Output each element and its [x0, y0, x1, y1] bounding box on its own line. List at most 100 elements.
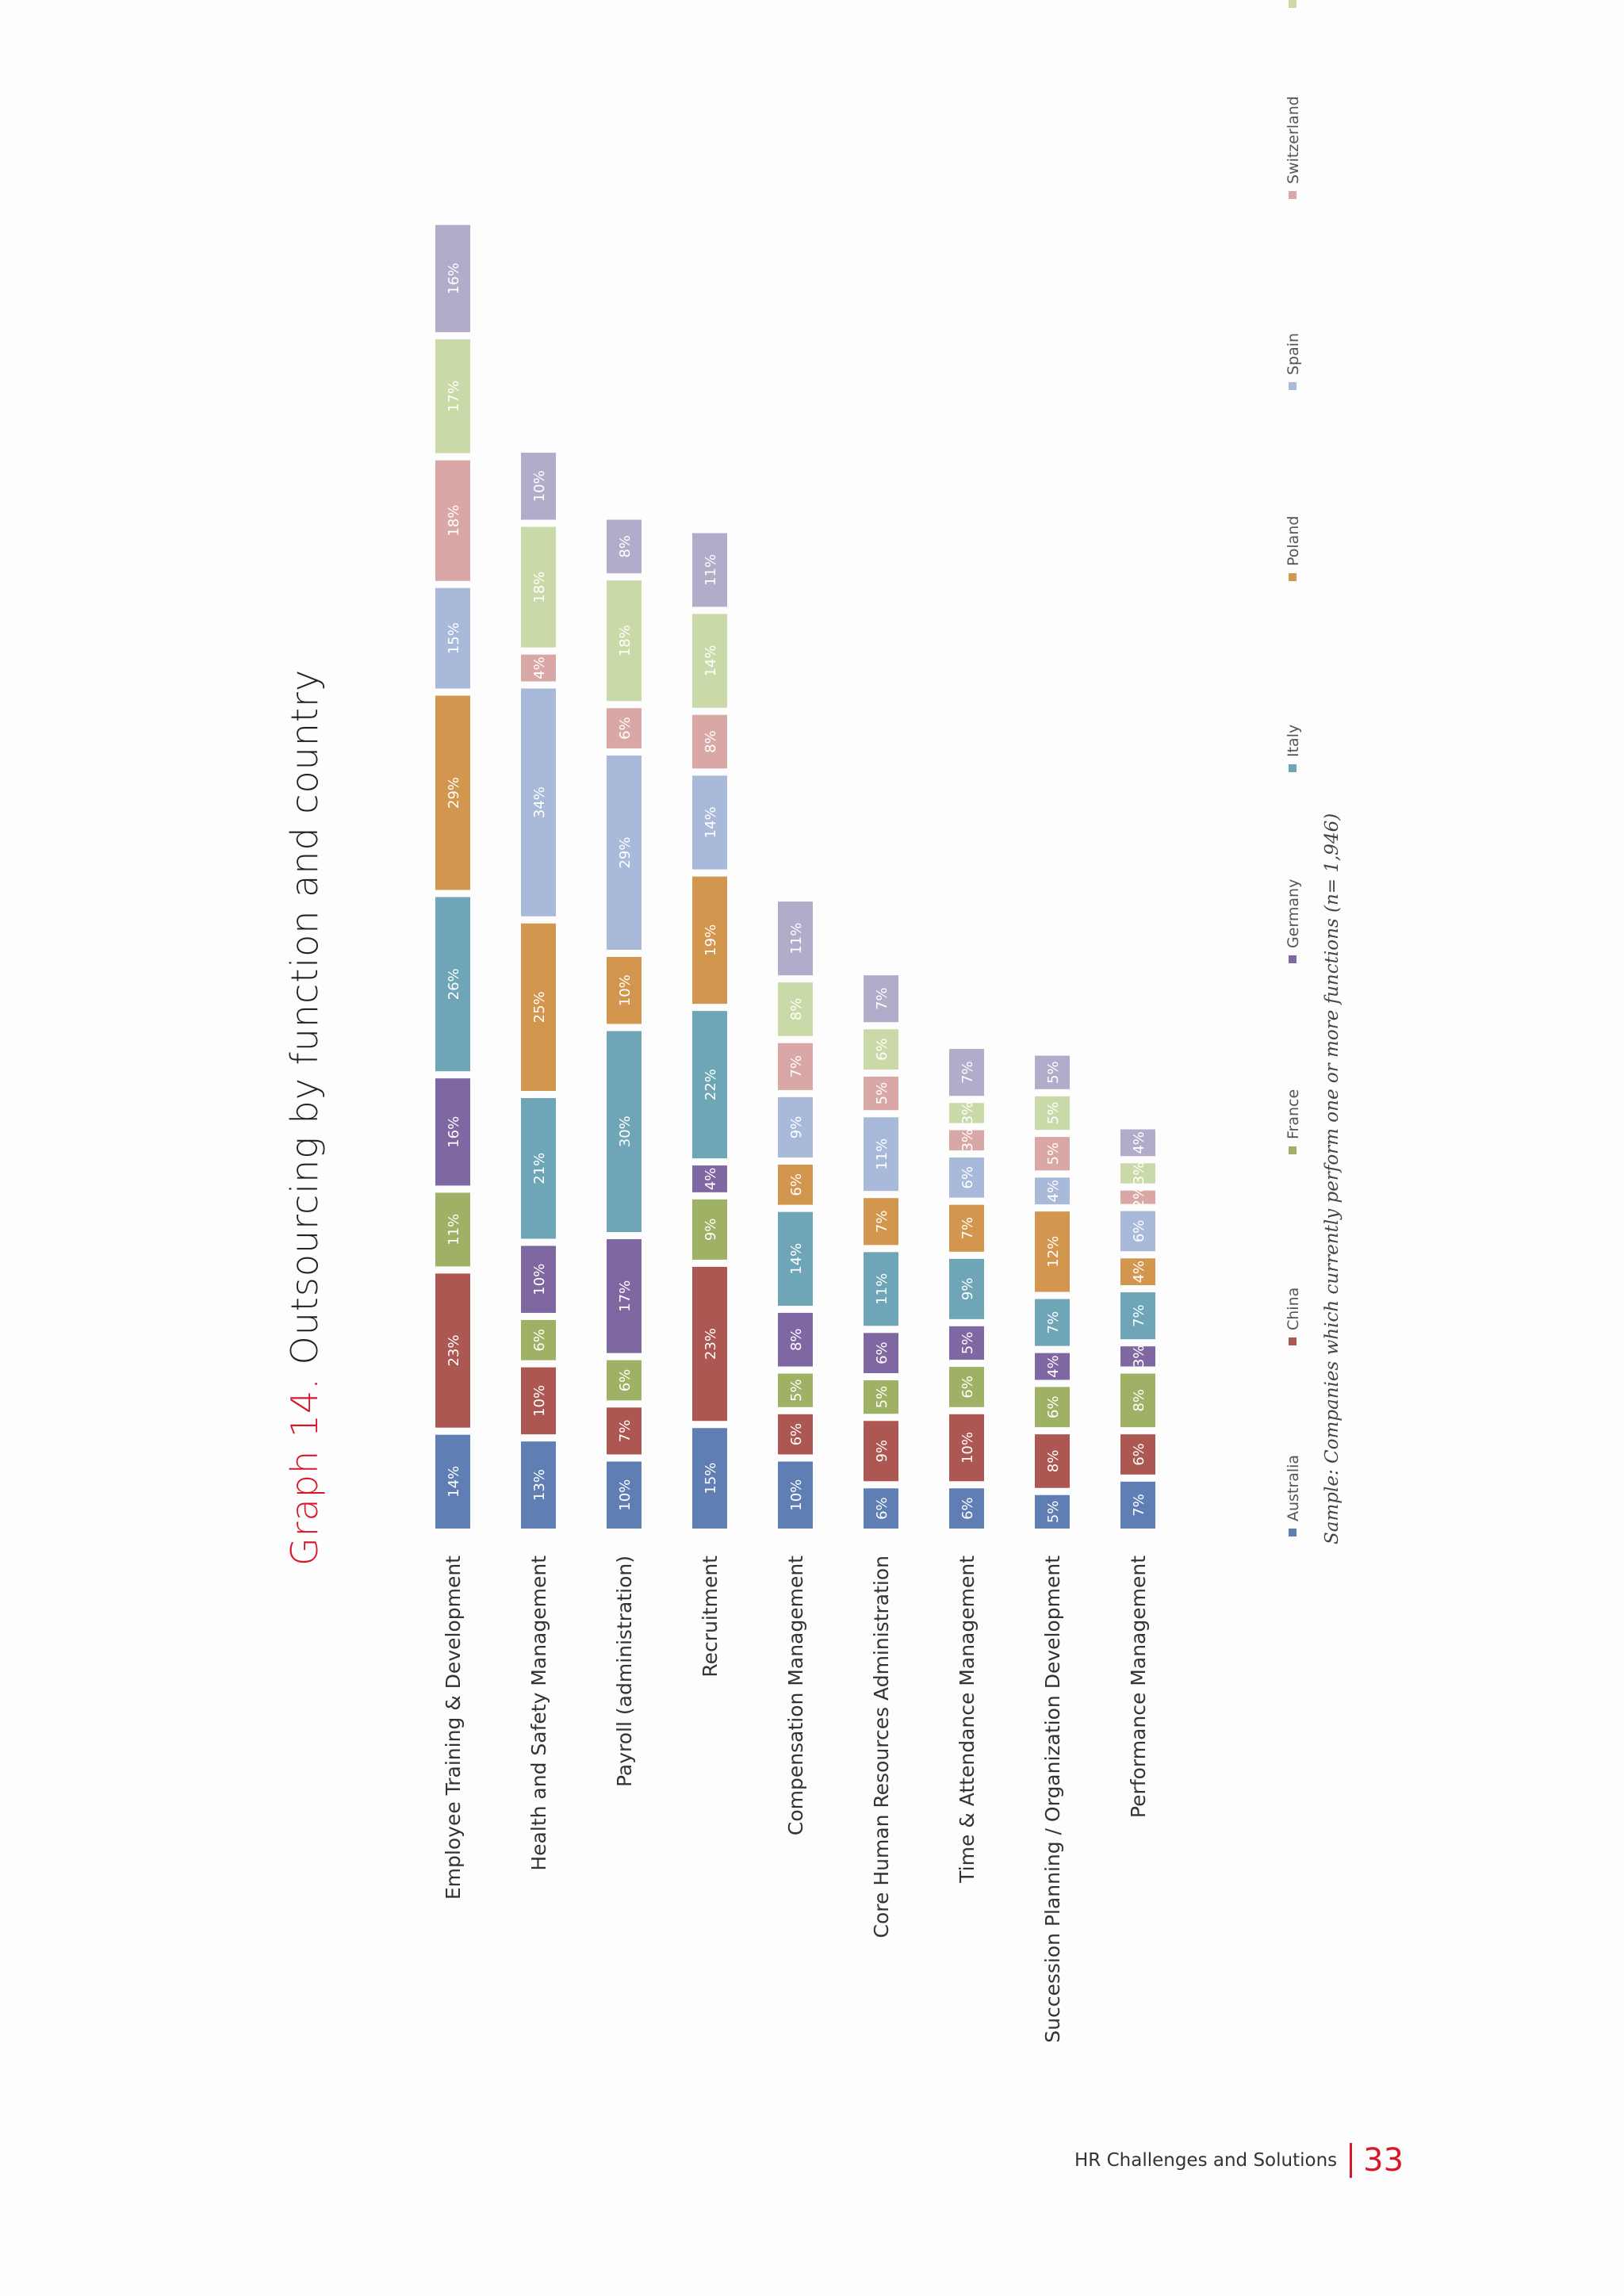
bar-segment	[1035, 1494, 1070, 1529]
bar-segment	[949, 1049, 984, 1096]
data-label: 5%	[874, 1386, 891, 1409]
data-label: 17%	[446, 381, 462, 412]
bar-segment	[435, 1434, 470, 1529]
bar-segment	[1120, 1481, 1155, 1529]
category-label: Health and Safety Management	[527, 1556, 550, 1871]
bar-segment	[864, 1488, 898, 1529]
bar-segment	[521, 654, 556, 682]
bar-segment	[692, 1165, 727, 1192]
bar-segment	[778, 1414, 813, 1455]
bar-segment	[521, 1441, 556, 1529]
bar-segment	[607, 1239, 642, 1353]
legend-label: Germany	[1285, 879, 1302, 948]
bar-segment	[864, 1029, 898, 1070]
legend-item: Switzerland	[1285, 96, 1302, 199]
data-label: 7%	[874, 987, 891, 1010]
data-label: 11%	[788, 923, 805, 955]
page-number: 33	[1363, 2142, 1404, 2179]
data-label: 21%	[531, 1153, 548, 1184]
bar-segment	[1120, 1211, 1155, 1252]
bar-stack: Recruitment 15% 23% 9% 4% 22% 19% 14% 8% 14% 11%	[692, 533, 727, 1678]
bar-segment	[1035, 1137, 1070, 1171]
bar-segment	[607, 1360, 642, 1401]
bar-segment	[1035, 1055, 1070, 1089]
category-label: Compensation Management	[784, 1556, 807, 1835]
bar-segment	[435, 224, 470, 332]
category-label: Performance Management	[1127, 1556, 1150, 1818]
data-label: 5%	[1045, 1501, 1062, 1524]
data-label: 2%	[1131, 1186, 1147, 1209]
bar-segment	[607, 1461, 642, 1529]
data-label: 7%	[959, 1061, 976, 1084]
data-label: 10%	[617, 974, 634, 1006]
data-label: 17%	[617, 1280, 634, 1312]
bar-segment	[949, 1488, 984, 1529]
data-label: 15%	[703, 1463, 719, 1494]
data-label: 8%	[1131, 1389, 1147, 1412]
data-label: 6%	[874, 1497, 891, 1520]
bar-segment	[435, 1078, 470, 1186]
data-label: 12%	[1045, 1236, 1062, 1268]
data-label: 7%	[874, 1210, 891, 1233]
bar-segment	[692, 1199, 727, 1260]
bar-segment	[778, 901, 813, 976]
bar-segment	[1035, 1353, 1070, 1380]
data-label: 3%	[959, 1129, 976, 1152]
legend-label: China	[1285, 1288, 1302, 1330]
data-label: 3%	[959, 1102, 976, 1125]
data-label: 4%	[1045, 1180, 1062, 1203]
legend-swatch	[1289, 955, 1297, 963]
page-footer: HR Challenges and Solutions 33	[1074, 2141, 1404, 2180]
data-label: 6%	[1131, 1443, 1147, 1466]
data-label: 16%	[446, 262, 462, 294]
bar-segment	[692, 1011, 727, 1159]
legend-label: Italy	[1285, 725, 1302, 757]
data-label: 5%	[874, 1082, 891, 1105]
data-label: 10%	[617, 1479, 634, 1511]
data-label: 22%	[703, 1069, 719, 1100]
legend-swatch	[1289, 1146, 1297, 1154]
legend-label: Poland	[1285, 516, 1302, 566]
legend-swatch	[1289, 191, 1297, 199]
bar-segment	[521, 1319, 556, 1360]
bar-segment	[1035, 1096, 1070, 1131]
data-label: 5%	[788, 1379, 805, 1402]
data-label: 7%	[617, 1420, 634, 1443]
bar-segment	[692, 614, 727, 708]
data-label: 6%	[959, 1376, 976, 1399]
bar-segment	[778, 1211, 813, 1306]
bar-segment	[521, 453, 556, 520]
data-label: 4%	[703, 1168, 719, 1191]
legend-item: Poland	[1285, 516, 1302, 581]
bar-segment	[435, 897, 470, 1072]
category-label: Payroll (administration)	[613, 1556, 636, 1787]
data-label: 4%	[1045, 1355, 1062, 1378]
data-label: 5%	[1045, 1142, 1062, 1165]
bar-segment	[949, 1258, 984, 1319]
bar-segment	[1035, 1177, 1070, 1205]
bar-segment	[607, 580, 642, 702]
bar-segment	[692, 1266, 727, 1422]
footer-divider	[1350, 2143, 1353, 2178]
data-label: 6%	[874, 1341, 891, 1364]
bar-segment	[1120, 1129, 1155, 1157]
data-label: 8%	[1045, 1450, 1062, 1473]
data-label: 9%	[874, 1440, 891, 1463]
bar-segment	[607, 755, 642, 950]
data-label: 14%	[703, 645, 719, 677]
data-label: 4%	[1131, 1131, 1147, 1154]
bar-segment	[864, 1117, 898, 1192]
data-label: 14%	[788, 1243, 805, 1275]
bar-segment	[864, 1077, 898, 1111]
bar-stack: Succession Planning / Organization Devel…	[1035, 1055, 1070, 2043]
data-label: 19%	[703, 924, 719, 956]
bar-segment	[692, 533, 727, 607]
bar-segment	[1035, 1387, 1070, 1428]
bar-stack: Core Human Resources Administration 6% 9% 5…	[864, 975, 898, 1938]
data-label: 11%	[446, 1214, 462, 1246]
bar-segment	[864, 1421, 898, 1482]
bar-segment	[864, 1198, 898, 1246]
data-label: 9%	[788, 1116, 805, 1139]
data-label: 13%	[531, 1469, 548, 1501]
